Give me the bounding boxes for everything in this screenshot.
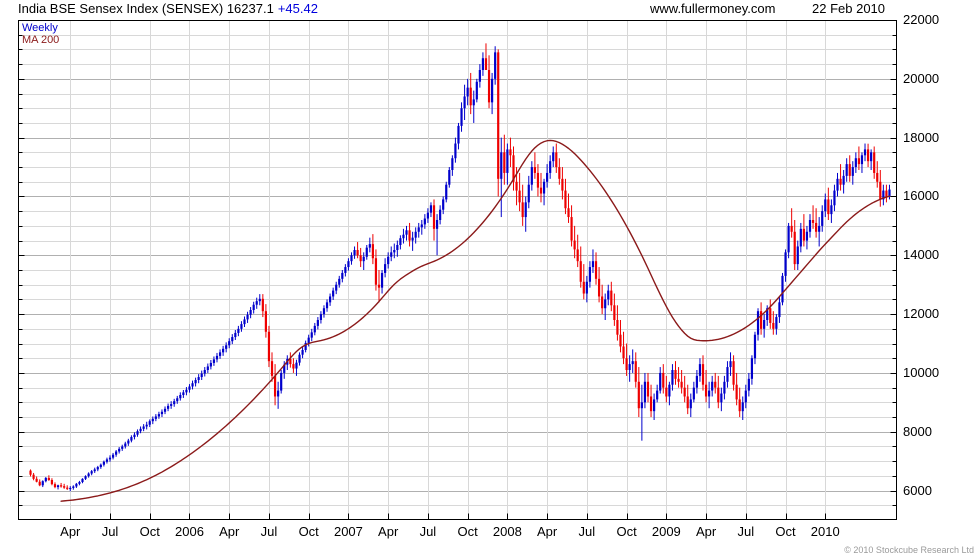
page-title: India BSE Sensex Index (SENSEX) 16237.1 +… — [18, 1, 318, 16]
x-axis-tick-label: Oct — [139, 524, 160, 539]
copyright-notice: © 2010 Stockcube Research Ltd — [844, 545, 974, 555]
gridlines-minor-horizontal — [19, 35, 896, 506]
x-axis-tick-label: Jul — [737, 524, 755, 539]
x-axis-tick-label: Apr — [536, 524, 558, 539]
x-axis-tick-label: Apr — [695, 524, 717, 539]
instrument-title: India BSE Sensex Index (SENSEX) 16237.1 — [18, 1, 274, 16]
x-axis-tick-label: Apr — [378, 524, 399, 539]
x-axis-tick-label: Jul — [419, 524, 437, 539]
chart-header: India BSE Sensex Index (SENSEX) 16237.1 +… — [0, 0, 980, 20]
x-axis-tick-label: 2010 — [810, 524, 840, 539]
chart-date: 22 Feb 2010 — [812, 1, 886, 16]
price-change: +45.42 — [277, 1, 318, 16]
x-axis-tick-label: Apr — [219, 524, 240, 539]
y-axis-tick-label: 12000 — [903, 306, 940, 322]
price-chart-svg — [18, 20, 897, 520]
x-axis-tick-label: 2006 — [175, 524, 204, 539]
x-axis-tick-label: Oct — [616, 524, 637, 539]
y-axis-tick-label: 8000 — [903, 423, 932, 439]
ma200-line — [60, 139, 891, 502]
x-axis-tick-label: 2008 — [492, 524, 522, 539]
x-axis-tick-label: Apr — [60, 524, 81, 539]
x-axis-tick-label: Oct — [457, 524, 478, 539]
y-axis-tick-label: 22000 — [903, 12, 940, 27]
x-axis-tick-label: Oct — [775, 524, 796, 539]
y-axis-tick-label: 20000 — [903, 70, 940, 86]
y-axis-ticks — [18, 20, 897, 506]
x-axis-tick-label: Jul — [260, 524, 278, 539]
x-axis-tick-label: Oct — [298, 524, 319, 539]
y-axis-tick-label: 6000 — [903, 482, 932, 498]
x-axis-tick-label: Jul — [101, 524, 119, 539]
x-axis-tick-label: 2007 — [333, 524, 363, 539]
plot-area — [18, 20, 897, 520]
x-axis-tick-label: 2009 — [651, 524, 681, 539]
x-axis-tick-label: Jul — [578, 524, 596, 539]
gridlines-vertical — [70, 21, 826, 519]
y-axis-tick-label: 14000 — [903, 247, 940, 263]
site-url: www.fullermoney.com — [650, 1, 776, 16]
candlestick-series — [29, 43, 891, 492]
y-axis-tick-label: 16000 — [903, 188, 940, 204]
y-axis-tick-label: 18000 — [903, 129, 940, 145]
y-axis-tick-label: 10000 — [903, 364, 940, 380]
x-axis-ticks — [70, 513, 826, 520]
